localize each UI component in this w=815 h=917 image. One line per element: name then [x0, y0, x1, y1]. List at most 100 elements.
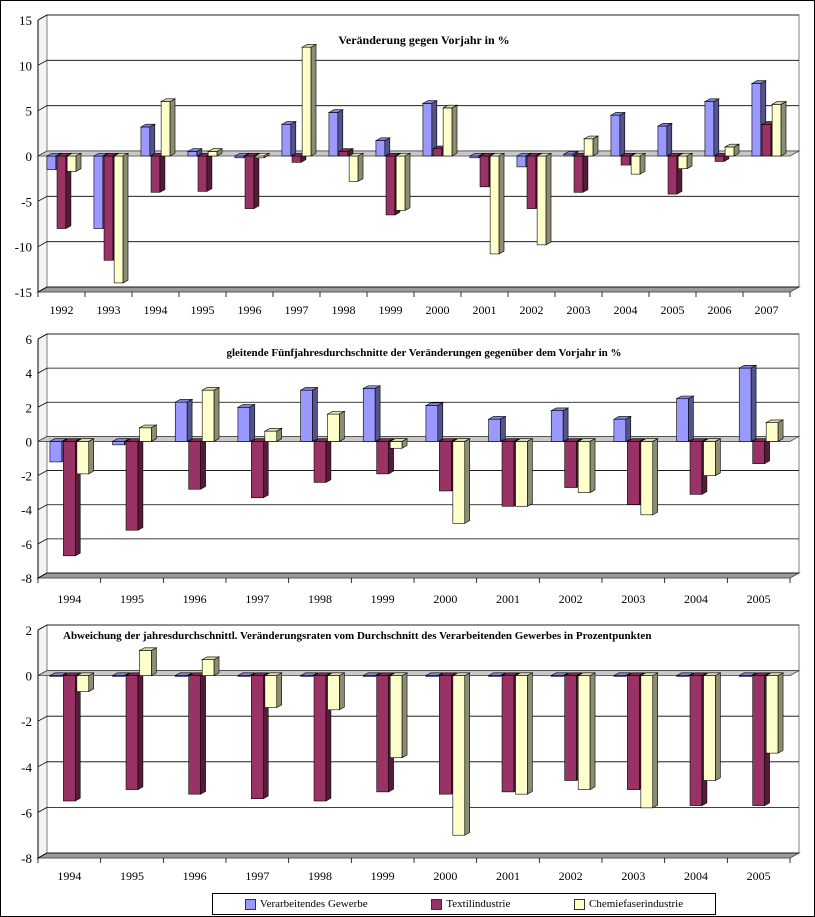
- bar-side: [401, 672, 408, 759]
- x-tick-label: 1994: [57, 592, 81, 606]
- bar: [253, 152, 271, 159]
- bar-front: [515, 675, 528, 795]
- y-tick-label: 0: [26, 149, 33, 164]
- bar-side: [159, 152, 166, 193]
- bar-side: [88, 438, 95, 475]
- bar: [75, 672, 95, 693]
- bar-front: [56, 155, 67, 229]
- bar-side: [764, 438, 770, 465]
- bar-front: [765, 675, 779, 754]
- bar-front: [667, 155, 678, 195]
- bar-side: [666, 122, 673, 157]
- x-tick-label: 2005: [747, 869, 771, 883]
- bar-front: [677, 155, 688, 169]
- bar: [326, 410, 346, 442]
- x-tick-label: 1994: [144, 303, 168, 317]
- y-tick-label: -8: [21, 571, 32, 586]
- x-tick-label: 2000: [433, 592, 457, 606]
- bar: [394, 152, 412, 211]
- bar: [514, 438, 534, 507]
- bar-front: [550, 410, 564, 442]
- bar: [612, 415, 632, 442]
- bar-front: [689, 441, 703, 495]
- bar-side: [151, 647, 157, 677]
- bar-side: [625, 415, 632, 442]
- y-tick-label: 5: [26, 104, 33, 119]
- bar: [562, 150, 579, 157]
- bar-side: [733, 143, 740, 157]
- bar: [347, 152, 365, 182]
- bar: [201, 386, 221, 442]
- bar-side: [213, 656, 220, 677]
- bar-side: [339, 672, 345, 711]
- bar-front: [313, 441, 327, 483]
- bar-front: [630, 155, 641, 175]
- bar-front: [640, 675, 654, 809]
- y-tick-label: -4: [21, 760, 32, 775]
- bar: [243, 152, 261, 210]
- bar: [300, 43, 318, 157]
- bar-side: [688, 395, 694, 442]
- x-tick-label: 2000: [426, 303, 450, 317]
- bar-front: [376, 441, 389, 475]
- chart-title: Veränderung gegen Vorjahr in %: [338, 33, 509, 47]
- bar-side: [74, 672, 81, 802]
- bar-front: [395, 155, 406, 211]
- bar-side: [464, 438, 471, 524]
- x-tick-label: 2002: [559, 869, 583, 883]
- bar-side: [451, 104, 458, 157]
- bar-side: [715, 438, 721, 477]
- gridline: [37, 470, 799, 476]
- bar-front: [174, 401, 188, 442]
- bar: [451, 438, 471, 524]
- x-tick-label: 2000: [433, 869, 457, 883]
- x-tick-label: 1999: [379, 303, 403, 317]
- bar-side: [715, 672, 721, 781]
- bar-front: [515, 441, 528, 507]
- bar-front: [150, 155, 161, 193]
- bar: [75, 438, 95, 475]
- bar-front: [113, 155, 124, 284]
- bar-front: [328, 112, 339, 157]
- bar: [374, 137, 391, 157]
- bar-front: [281, 123, 292, 157]
- y-tick-label: 2: [26, 400, 33, 415]
- bar-front: [577, 441, 591, 493]
- bar-front: [313, 675, 327, 802]
- bar: [723, 143, 741, 157]
- gridline: [37, 715, 799, 722]
- bar-front: [564, 675, 577, 781]
- x-tick-label: 1998: [332, 303, 356, 317]
- x-tick-label: 2006: [708, 303, 732, 317]
- bar-side: [186, 398, 193, 442]
- bar-front: [526, 155, 537, 209]
- gridline: [37, 14, 799, 21]
- bar: [362, 385, 382, 442]
- bar: [765, 672, 785, 754]
- plot-wall: [46, 333, 800, 574]
- bar-front: [442, 107, 453, 157]
- bar-side: [592, 135, 599, 157]
- x-tick-label: 1996: [183, 869, 207, 883]
- bar-side: [200, 438, 206, 490]
- bar: [299, 386, 319, 442]
- bar-front: [362, 388, 376, 442]
- bar-front: [187, 151, 198, 157]
- bar-side: [347, 148, 354, 157]
- bar-side: [652, 672, 659, 809]
- bar-side: [137, 438, 144, 531]
- bar-front: [140, 126, 151, 157]
- x-tick-label: 1993: [97, 303, 121, 317]
- legend-swatch-textil: [431, 898, 443, 910]
- bar: [236, 404, 256, 442]
- bar: [201, 656, 221, 677]
- bar-side: [290, 121, 297, 157]
- bar: [138, 424, 158, 442]
- x-tick-label: 2001: [496, 869, 520, 883]
- bar-front: [46, 155, 57, 170]
- bar: [424, 672, 444, 677]
- bar-side: [276, 427, 283, 442]
- bar-front: [703, 675, 716, 781]
- bar: [550, 407, 570, 442]
